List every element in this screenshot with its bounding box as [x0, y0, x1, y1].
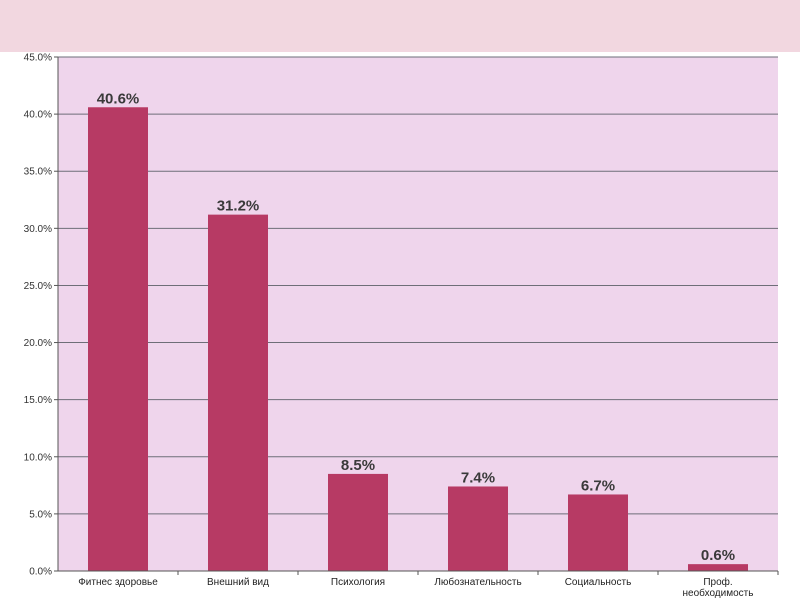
- header-band: [0, 0, 800, 52]
- y-tick-label: 25.0%: [24, 281, 52, 292]
- data-label: 31.2%: [217, 198, 260, 215]
- category-label: Социальность: [565, 577, 632, 588]
- y-tick-label: 20.0%: [24, 338, 52, 349]
- data-label: 7.4%: [461, 469, 495, 486]
- y-tick-label: 0.0%: [29, 567, 52, 578]
- bar: [688, 564, 748, 571]
- category-label: Фитнес здоровье: [78, 577, 158, 588]
- plot-area: [58, 57, 778, 571]
- y-tick-label: 35.0%: [24, 167, 52, 178]
- data-labels: 40.6% 31.2% 8.5% 7.4% 6.7% 0.6%: [97, 90, 735, 564]
- category-label: Психология: [331, 577, 385, 588]
- y-axis-ticks: 0.0% 5.0% 10.0% 15.0% 20.0% 25.0% 30.0% 35.0% 40…: [24, 53, 59, 578]
- bars: [88, 107, 748, 572]
- y-tick-label: 45.0%: [24, 53, 52, 64]
- data-label: 0.6%: [701, 547, 735, 564]
- y-tick-label: 30.0%: [24, 224, 52, 235]
- y-tick-label: 40.0%: [24, 110, 52, 121]
- category-label: Проф. необходимость: [683, 576, 754, 599]
- y-tick-label: 15.0%: [24, 395, 52, 406]
- category-label: Любознательность: [434, 576, 521, 588]
- y-tick-label: 10.0%: [24, 452, 52, 463]
- data-label: 40.6%: [97, 90, 140, 107]
- y-tick-label: 5.0%: [29, 509, 52, 520]
- category-label: Внешний вид: [207, 577, 269, 588]
- gridlines: [58, 56, 778, 572]
- bar: [328, 473, 388, 571]
- bar: [208, 214, 268, 572]
- bar: [88, 107, 148, 571]
- data-label: 6.7%: [581, 477, 615, 494]
- x-axis-labels: Фитнес здоровье Внешний вид Психология Любо…: [58, 570, 779, 599]
- bar: [448, 486, 508, 571]
- bar: [568, 494, 628, 571]
- data-label: 8.5%: [341, 457, 375, 474]
